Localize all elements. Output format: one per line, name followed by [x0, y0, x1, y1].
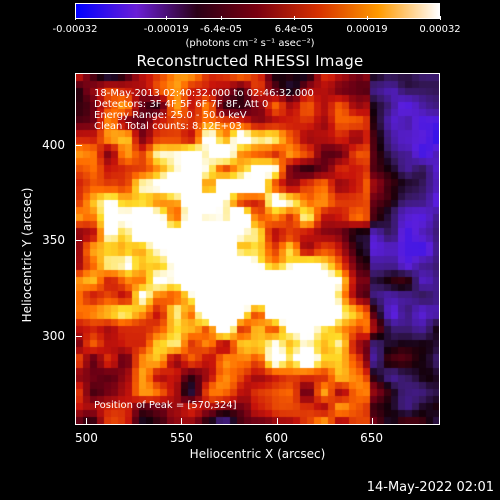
y-tick-mark [76, 145, 82, 147]
x-tick-mark [181, 418, 183, 424]
colorbar-unit-label: (photons cm⁻² s⁻¹ asec⁻²) [185, 38, 315, 49]
colorbar-tick-mark [294, 16, 295, 20]
colorbar-tick-mark [75, 16, 76, 20]
x-tick-mark [86, 418, 88, 424]
y-tick-mark [76, 240, 82, 242]
colorbar-tick-label: -6.4e-05 [200, 24, 242, 35]
x-tick-label: 600 [265, 431, 288, 445]
colorbar-tick-label: -0.00032 [52, 24, 98, 35]
x-tick-label: 500 [74, 431, 98, 445]
x-tick-label: 650 [360, 431, 384, 445]
plot-area: 18-May-2013 02:40:32.000 to 02:46:32.000… [75, 73, 440, 425]
x-axis-label: Heliocentric X (arcsec) [189, 447, 326, 461]
peak-position-annotation: Position of Peak = [570,324] [94, 400, 237, 411]
colorbar-tick-label: 0.00032 [419, 24, 461, 35]
colorbar-tick-mark [166, 16, 168, 20]
plot-title: Reconstructed RHESSI Image [136, 52, 364, 70]
energy-range-annotation: Energy Range: 25.0 - 50.0 keV [94, 110, 247, 121]
colorbar-tick-label: 0.00019 [346, 24, 388, 35]
y-tick-label: 400 [42, 138, 65, 153]
colorbar-tick-label: -0.00019 [143, 24, 189, 35]
y-tick-label: 300 [42, 328, 65, 343]
x-tick-mark [276, 418, 278, 424]
colorbar-tick-mark [221, 16, 222, 20]
detectors-annotation: Detectors: 3F 4F 5F 6F 7F 8F, Att 0 [94, 99, 269, 110]
colorbar-tick-mark [367, 16, 368, 20]
heatmap-image [76, 74, 439, 424]
x-tick-label: 550 [170, 431, 193, 445]
colorbar-tick-label: 6.4e-05 [274, 24, 314, 35]
clean-counts-annotation: Clean Total counts: 8.12E+03 [94, 121, 242, 132]
y-tick-mark [76, 335, 82, 337]
x-tick-mark [371, 418, 373, 424]
time-range-annotation: 18-May-2013 02:40:32.000 to 02:46:32.000 [94, 88, 314, 99]
y-tick-label: 350 [42, 233, 65, 248]
colorbar [75, 3, 440, 19]
colorbar-tick-mark [440, 16, 441, 20]
y-axis-label: Heliocentric Y (arcsec) [20, 187, 34, 323]
footer-date: 14-May-2022 02:01 [366, 480, 494, 495]
